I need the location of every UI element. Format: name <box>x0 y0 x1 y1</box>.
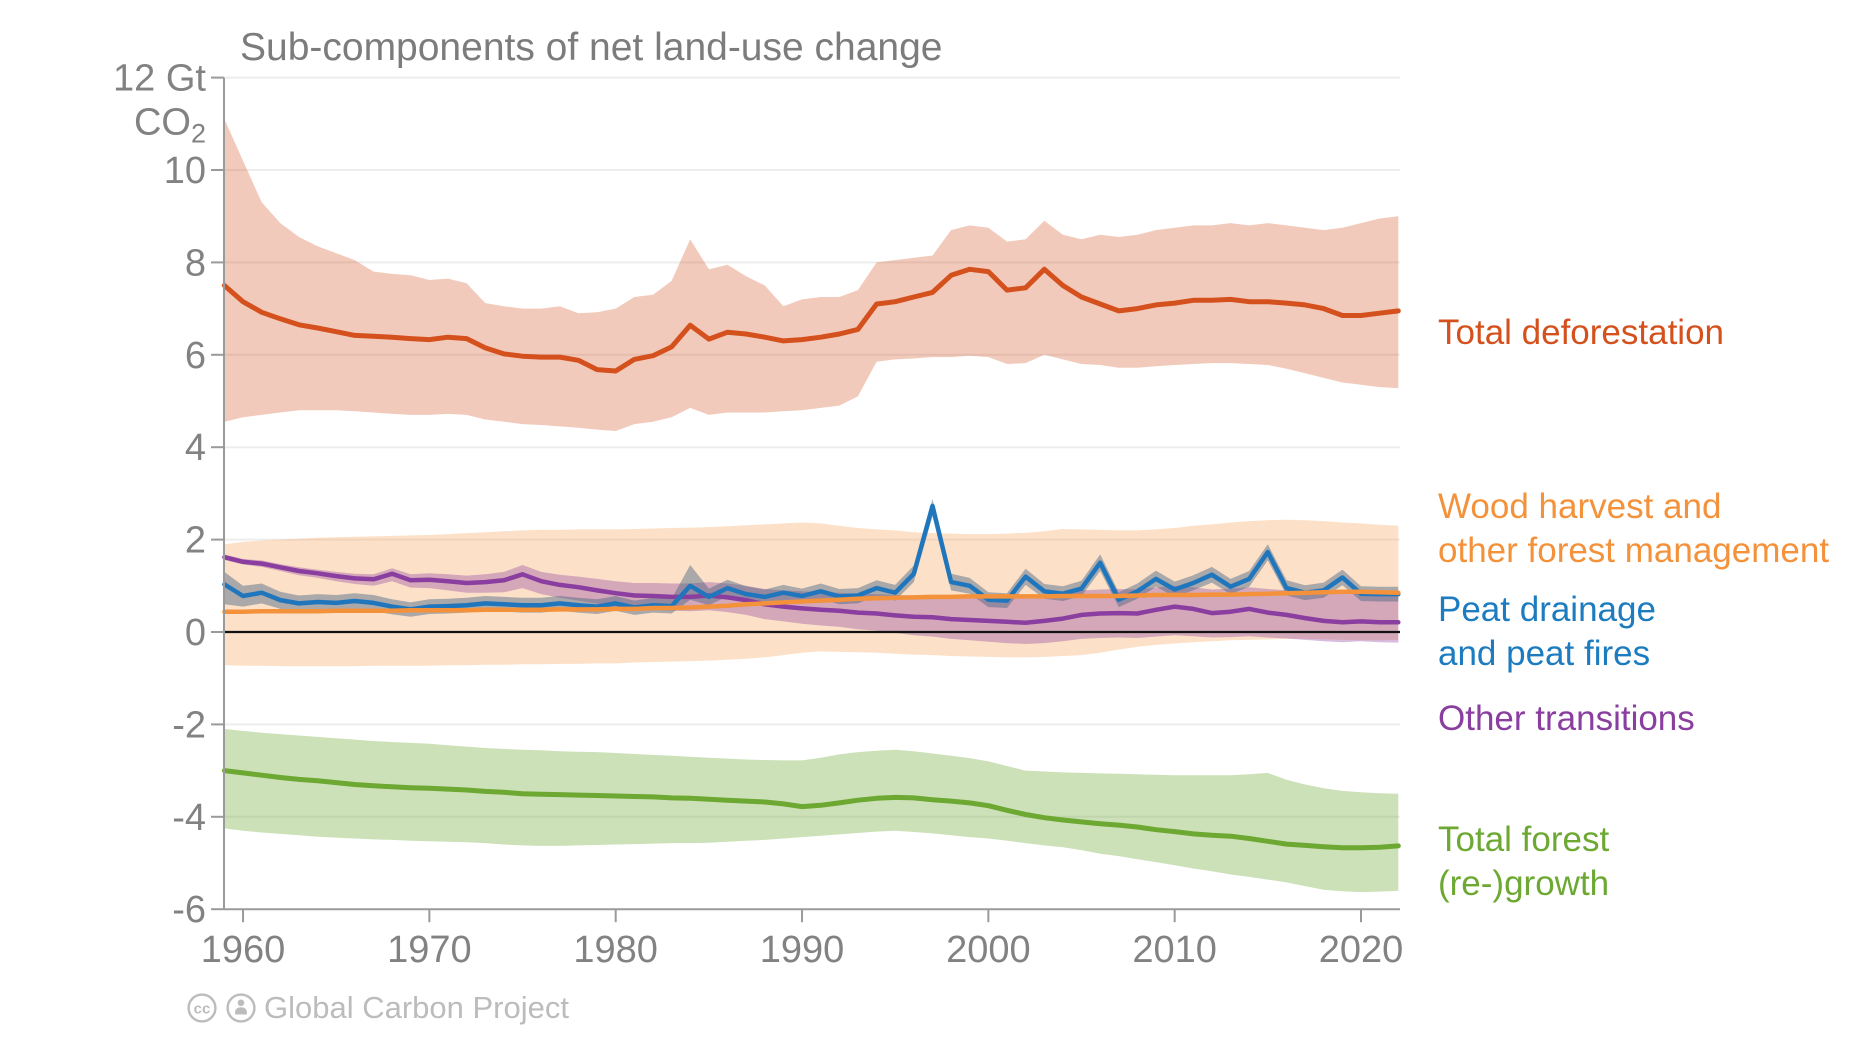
peat_drainage-line <box>222 503 1401 612</box>
total_deforestation-line <box>221 266 1401 374</box>
y-tick-label: 8 <box>185 242 206 284</box>
legend-labels: Total deforestation Wood harvest and other… <box>1438 313 1829 903</box>
credit-line: cc Global Carbon Project <box>186 990 569 1026</box>
axes <box>211 76 1400 923</box>
x-tick-labels: 1960 1970 1980 1990 2000 2010 2020 <box>201 929 1404 971</box>
legend-wood_harvest-line-1: Wood harvest and <box>1438 487 1721 526</box>
y-tick-label: -4 <box>172 797 206 839</box>
y-tick-label: 6 <box>185 335 206 377</box>
gridlines <box>224 76 1400 818</box>
legend-wood_harvest-line-2: other forest management <box>1438 531 1829 570</box>
x-tick-label: 1990 <box>760 929 845 971</box>
other_transitions-line <box>222 554 1401 626</box>
y-tick-labels: 12 Gt 10 8 6 4 2 0 -2 -4 -6 CO2 <box>113 58 206 932</box>
wood_harvest-line <box>222 589 1401 614</box>
y-tick-label: -6 <box>172 889 206 931</box>
y-tick-label: 0 <box>185 612 206 654</box>
forest_regrowth-line <box>221 768 1401 851</box>
legend-forest_regrowth-line-1: Total forest <box>1438 820 1609 859</box>
forest_regrowth-uncertainty-band <box>224 729 1399 893</box>
y-tick-label: 2 <box>185 520 206 562</box>
x-tick-label: 2010 <box>1132 929 1217 971</box>
y-tick-label: 4 <box>185 427 206 469</box>
x-tick-label: 1970 <box>387 929 472 971</box>
legend-forest_regrowth-line-2: (re-)growth <box>1438 864 1609 903</box>
legend-total_deforestation-line-1: Total deforestation <box>1438 313 1724 352</box>
y-tick-label: -2 <box>172 704 206 746</box>
chart-title: Sub-components of net land-use change <box>240 26 943 69</box>
uncertainty-bands <box>224 119 1399 893</box>
legend-peat_drainage-line-1: Peat drainage <box>1438 590 1656 629</box>
x-tick-label: 2000 <box>946 929 1031 971</box>
svg-text:cc: cc <box>194 1001 211 1018</box>
x-tick-label: 2020 <box>1319 929 1404 971</box>
series-lines <box>221 266 1401 851</box>
legend-peat_drainage-line-2: and peat fires <box>1438 634 1650 673</box>
x-tick-label: 1980 <box>573 929 658 971</box>
attribution-person-icon <box>226 993 256 1023</box>
y-tick-label: 12 Gt <box>113 58 206 100</box>
y-tick-label: 10 <box>164 150 206 192</box>
credit-text: Global Carbon Project <box>264 990 569 1025</box>
legend-other_transitions-line-1: Other transitions <box>1438 699 1695 738</box>
cc-icon: cc <box>187 993 217 1023</box>
y-axis-unit-co2: CO2 <box>134 102 206 149</box>
x-tick-label: 1960 <box>201 929 286 971</box>
total_deforestation-uncertainty-band <box>224 119 1399 431</box>
